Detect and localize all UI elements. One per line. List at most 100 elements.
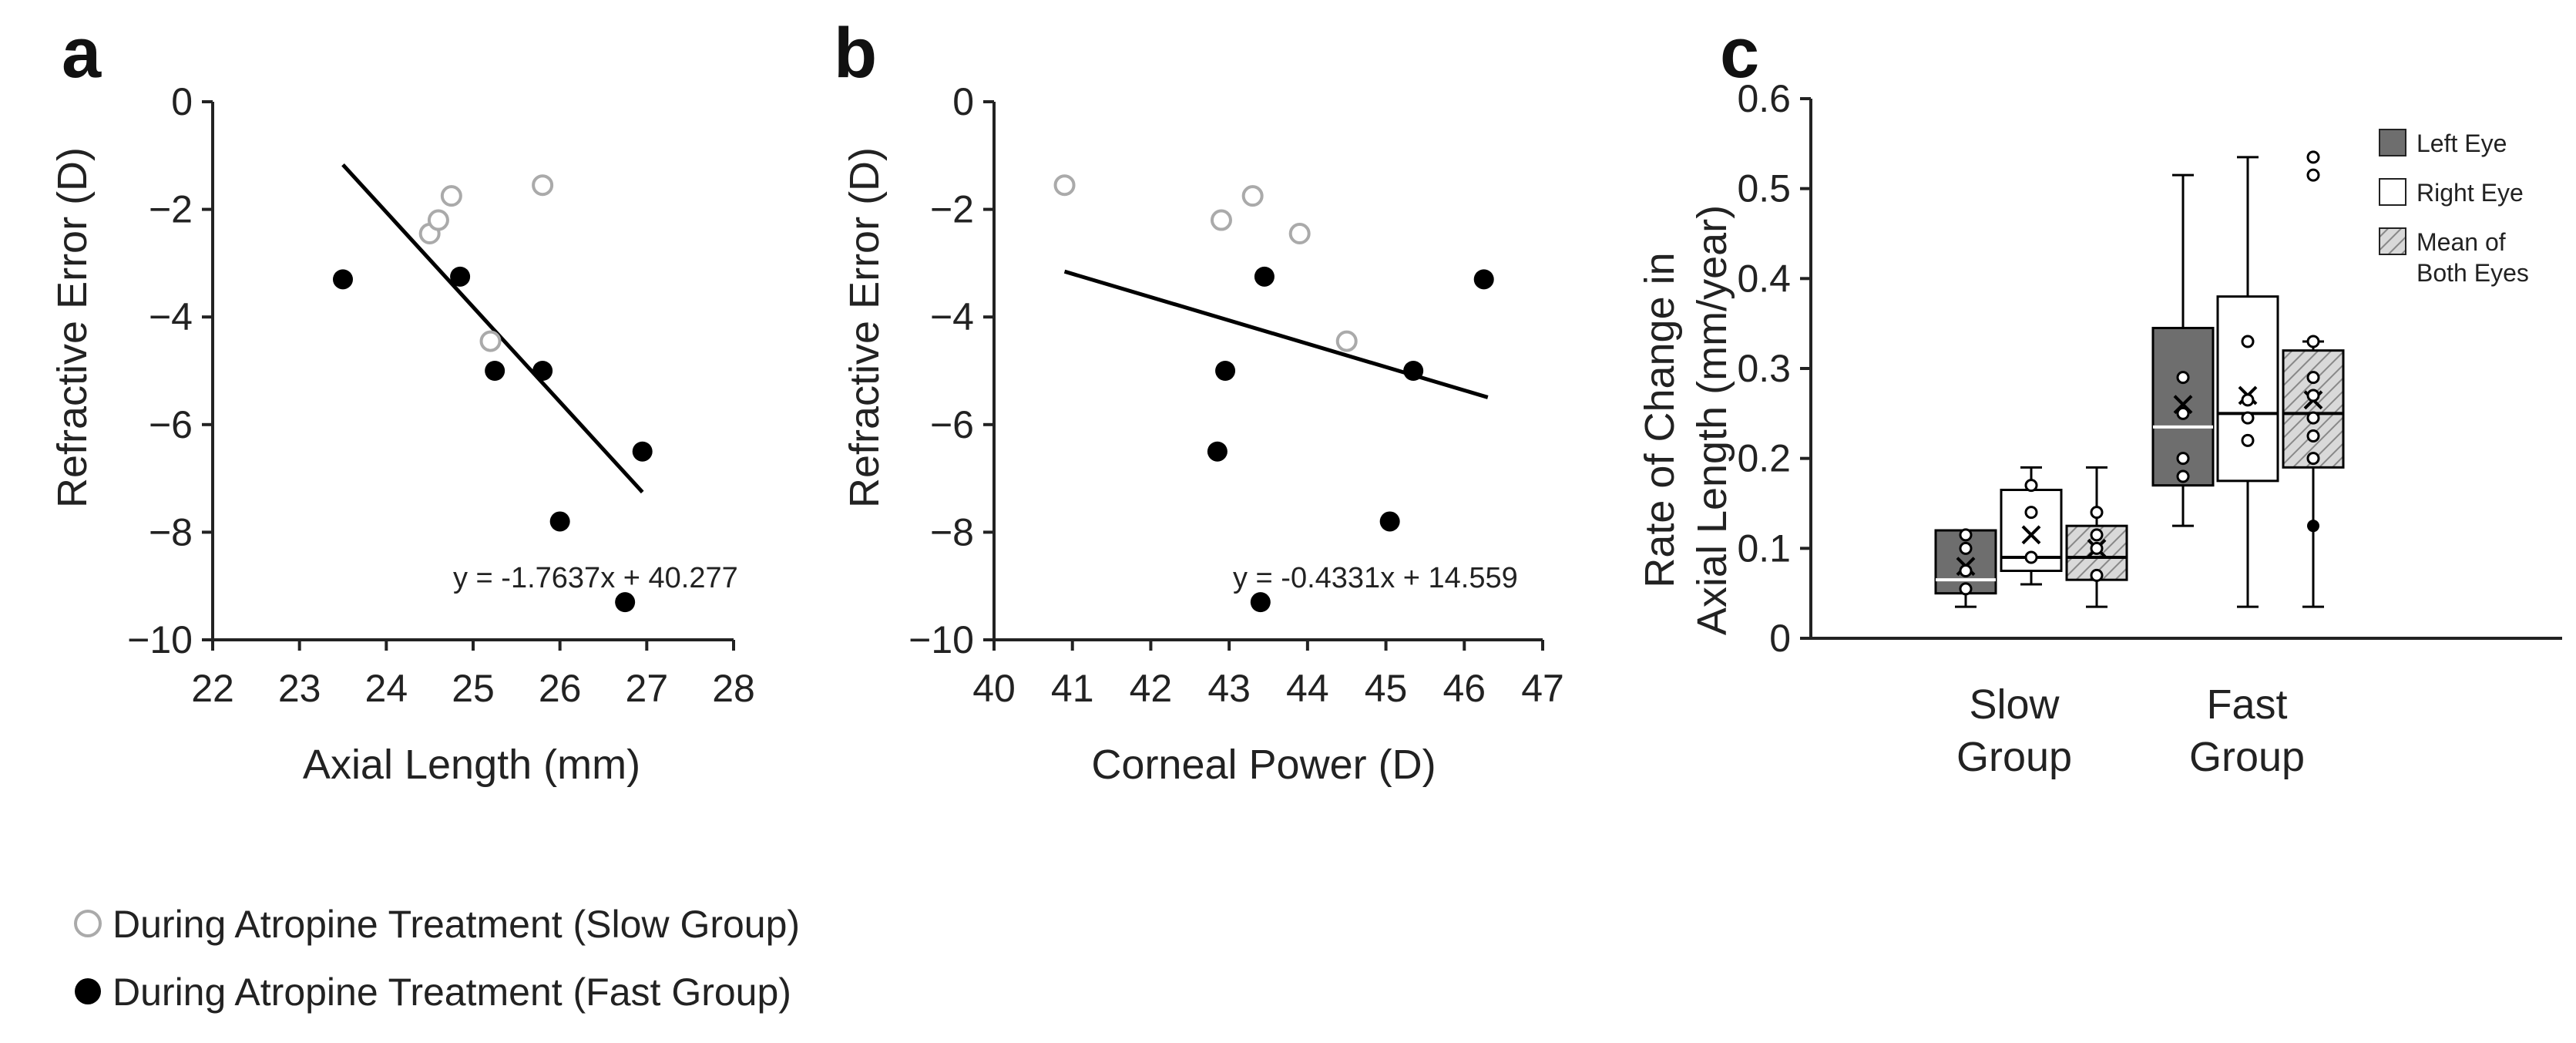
panel-b-x-tick-label: 44 — [1286, 667, 1329, 710]
legend-marker-fast-group — [75, 978, 101, 1004]
legend-swatch-right-eye — [2379, 178, 2406, 206]
panel-a-point-fast — [549, 511, 570, 532]
legend-label-fast-group: During Atropine Treatment (Fast Group) — [113, 971, 791, 1014]
panel-a-y-tick-label: −4 — [149, 295, 193, 338]
legend-label-right-eye: Right Eye — [2416, 179, 2524, 207]
panel-a-y-tick-label: −6 — [149, 403, 193, 446]
panel-b-point-slow — [1053, 174, 1076, 197]
box-slow-left-point — [1959, 541, 1973, 555]
box-slow-mean-point — [2090, 506, 2104, 520]
panel-b-trendline — [1063, 269, 1489, 399]
panel-a-x-tick-label: 26 — [539, 667, 582, 710]
panel-b-point-fast — [1254, 266, 1275, 287]
panel-b-point-slow — [1335, 330, 1358, 352]
box-fast-mean-outlier — [2306, 168, 2320, 182]
panel-letter-a: a — [62, 14, 102, 93]
panel-a-point-fast — [632, 441, 653, 462]
panel-b-x-tick-label: 47 — [1521, 667, 1564, 710]
panel-c-legend: Left Eye Right Eye Mean of Both Eyes — [2379, 129, 2529, 287]
box-slow-left-point — [1959, 528, 1973, 542]
panel-b-y-tick-label: −8 — [930, 510, 974, 553]
panel-c-ylabel-line-1: Rate of Change in — [1637, 252, 1683, 587]
panel-a-ylabel: Refractive Error (D) — [49, 147, 96, 508]
panel-c-box-plot: Rate of Change in Axial Length (mm/year)… — [1637, 77, 2562, 780]
panel-b-y-tick-label: −2 — [930, 188, 974, 231]
box-slow-right-mean-x-b — [2021, 525, 2041, 545]
panel-b-ylabel: Refractive Error (D) — [841, 147, 888, 508]
legend-marker-slow-group — [74, 910, 102, 937]
box-slow-right-point — [2024, 479, 2038, 493]
box-slow-left-point — [1959, 582, 1973, 596]
panel-c-ylabel-line-2: Axial Length (mm/year) — [1689, 205, 1735, 635]
box-fast-mean-point — [2306, 335, 2320, 348]
box-fast-mean-point — [2306, 452, 2320, 466]
panel-b-point-slow — [1288, 223, 1311, 245]
panel-b-y-tick-label: 0 — [952, 80, 974, 123]
panel-c-y-tick-label: 0 — [1769, 617, 1791, 660]
box-slow-right-point — [2024, 550, 2038, 564]
panel-a-trend-equation: y = -1.7637x + 40.277 — [453, 562, 738, 594]
box-slow-left-point — [1959, 564, 1973, 577]
panel-b-x-tick-label: 40 — [972, 667, 1016, 710]
box-fast-mean-outlier — [2306, 150, 2320, 164]
box-fast-left-point — [2176, 406, 2190, 420]
box-fast-left-point — [2176, 469, 2190, 483]
panel-b-trend-equation: y = -0.4331x + 14.559 — [1233, 562, 1518, 594]
box-fast-left-point — [2176, 452, 2190, 466]
box-fast-right-point — [2241, 335, 2255, 348]
box-slow-right-point — [2024, 506, 2038, 520]
panel-b-point-slow — [1241, 185, 1264, 207]
legend-swatch-mean — [2379, 227, 2406, 255]
panel-a-y-tick-label: 0 — [171, 80, 193, 123]
panel-a-x-tick-label: 28 — [712, 667, 755, 710]
box-slow-mean-point — [2090, 528, 2104, 542]
box-fast-mean-point — [2306, 411, 2320, 425]
box-fast-mean-point — [2306, 389, 2320, 402]
box-fast-mean-point-filled — [2307, 520, 2319, 533]
figure-legend: During Atropine Treatment (Slow Group) D… — [74, 903, 800, 1014]
panel-b-x-tick-label: 42 — [1130, 667, 1173, 710]
panel-c-y-tick-label: 0.1 — [1737, 527, 1791, 570]
legend-label-slow-group: During Atropine Treatment (Slow Group) — [113, 903, 800, 946]
legend-label-mean-line-1: Mean of — [2416, 228, 2506, 256]
category-label-fast-line-1: Fast — [2206, 681, 2287, 728]
panel-b-y-tick-label: −6 — [930, 403, 974, 446]
panel-a-point-slow — [479, 330, 502, 352]
panel-b-x-tick-label: 46 — [1442, 667, 1486, 710]
panel-c-y-tick-label: 0.3 — [1737, 347, 1791, 390]
box-slow-mean-point — [2090, 541, 2104, 555]
box-fast-right-point — [2241, 393, 2255, 407]
box-fast-mean-body — [2282, 349, 2345, 469]
panel-b-point-fast — [1215, 361, 1236, 381]
panel-b-scatter-chart: Refractive Error (D) Corneal Power (D) y… — [841, 80, 1564, 788]
box-fast-left-point — [2176, 371, 2190, 385]
box-fast-right-point — [2241, 411, 2255, 425]
panel-letter-b: b — [834, 14, 877, 93]
panel-a-x-tick-label: 25 — [452, 667, 495, 710]
panel-b-point-fast — [1250, 592, 1271, 613]
category-label-slow-line-1: Slow — [1969, 681, 2060, 728]
panel-a-point-fast — [450, 266, 471, 287]
panel-b-x-tick-label: 45 — [1365, 667, 1408, 710]
panel-a-x-tick-label: 22 — [191, 667, 234, 710]
category-label-fast-line-2: Group — [2189, 734, 2305, 780]
panel-c-y-tick-label: 0.5 — [1737, 167, 1791, 210]
panel-b-point-slow — [1210, 209, 1232, 231]
panel-b-y-tick-label: −10 — [908, 618, 974, 661]
panel-a-point-fast — [615, 592, 636, 613]
panel-a-trendline — [341, 163, 644, 494]
panel-b-point-fast — [1473, 269, 1494, 290]
panel-a-y-tick-label: −8 — [149, 510, 193, 553]
panel-a-x-tick-label: 23 — [278, 667, 321, 710]
box-fast-mean-point — [2306, 429, 2320, 442]
panel-a-xlabel: Axial Length (mm) — [303, 742, 640, 788]
box-fast-right-body — [2216, 295, 2279, 483]
panel-b-point-fast — [1379, 511, 1400, 532]
panel-a-point-fast — [333, 269, 353, 290]
panel-a-point-fast — [532, 361, 553, 381]
panel-a-point-fast — [485, 361, 505, 381]
panel-c-y-tick-label: 0.4 — [1737, 257, 1791, 300]
panel-a-x-tick-label: 24 — [365, 667, 408, 710]
panel-letter-c: c — [1720, 14, 1759, 93]
